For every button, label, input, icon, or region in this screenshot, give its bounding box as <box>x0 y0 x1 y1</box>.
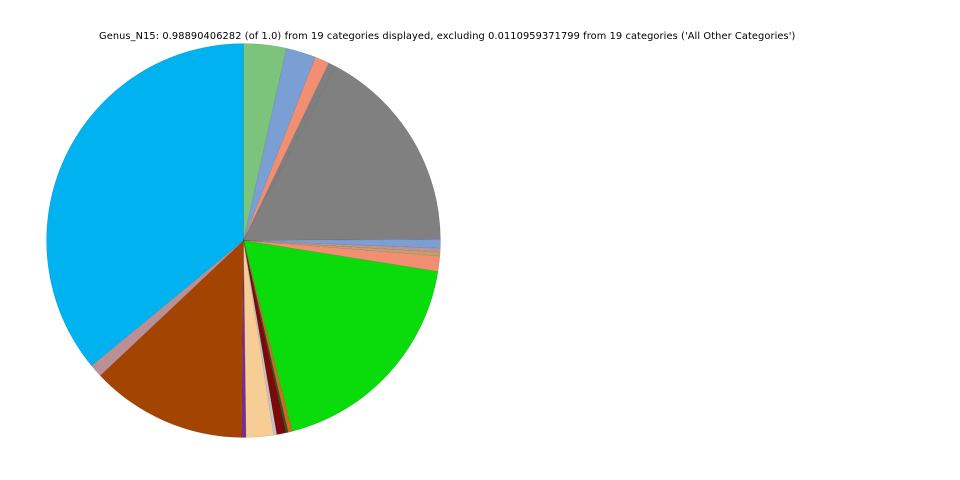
pie-slice-slice-07-rosybrown-sliver <box>243 240 441 253</box>
pie-slice-slice-16-purple-sliver <box>241 240 247 438</box>
pie-slice-slice-06-cornflower-thin <box>243 239 441 249</box>
pie-slice-slice-04-gray-sliver <box>243 62 337 241</box>
pie-slice-slice-02-cornflower-blue <box>243 48 316 241</box>
pie-slice-slice-18-rosybrown-left <box>91 240 244 376</box>
pie-slice-slice-08-tan-sliver <box>243 240 441 257</box>
pie-slice-slice-10-bright-green <box>243 240 439 432</box>
chart-title: Genus_N15: 0.98890406282 (of 1.0) from 1… <box>99 31 796 42</box>
pie-slice-slice-15-wheat <box>243 240 274 438</box>
pie-slice-slice-19-deepsky-cyan <box>46 43 244 366</box>
pie-slice-slice-14-silver-sliver <box>243 240 277 436</box>
pie-slice-slice-12-darkgreen-sliver <box>243 240 289 433</box>
pie-slice-slice-17-brown <box>99 240 244 438</box>
pie-slice-slice-13-maroon <box>243 240 287 435</box>
pie-slice-slice-09-salmon-medium <box>243 240 441 272</box>
pie-slice-slice-05-gray-large <box>243 66 441 241</box>
pie-slice-slice-11-orange-sliver <box>243 240 293 433</box>
pie-slice-slice-03-salmon-small <box>243 56 330 241</box>
pie-slice-slice-01-sea-green <box>243 43 287 241</box>
